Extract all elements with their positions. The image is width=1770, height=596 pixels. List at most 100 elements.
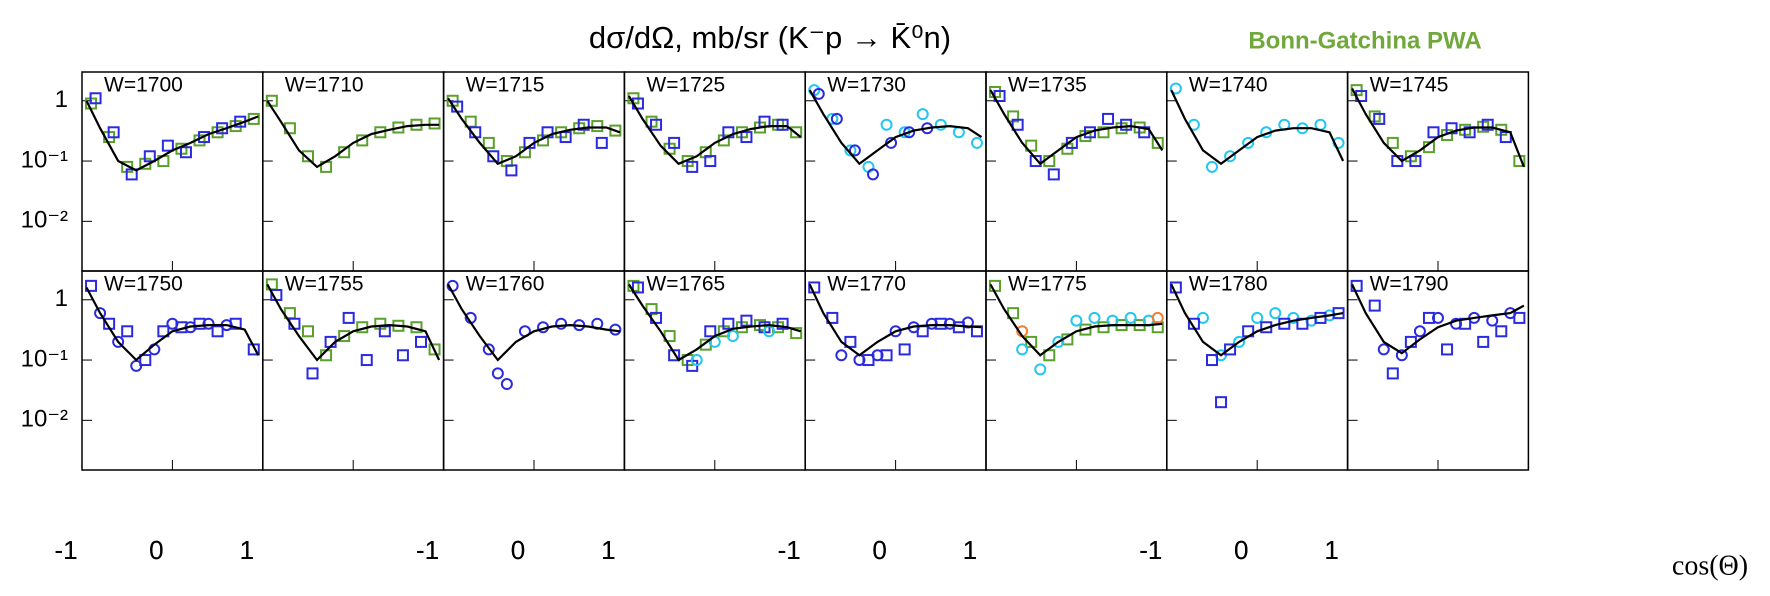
data-point	[668, 136, 681, 149]
x-tick-label: 1	[601, 535, 615, 565]
data-point	[306, 367, 319, 380]
data-point	[415, 335, 427, 348]
data-point	[1083, 126, 1096, 139]
data-point	[202, 317, 215, 330]
y-tick-label: 10⁻¹	[21, 146, 68, 173]
data-point	[143, 150, 156, 163]
data-point	[577, 118, 590, 131]
data-point	[1486, 314, 1499, 327]
data-point	[302, 150, 314, 163]
panel-title: W=1755	[285, 273, 364, 296]
model-curve	[808, 89, 983, 166]
model-curve	[266, 100, 440, 169]
data-point	[342, 311, 355, 324]
data-point	[139, 354, 152, 367]
data-point	[491, 367, 504, 380]
model-curve	[447, 97, 621, 166]
data-point	[500, 378, 513, 391]
data-point	[650, 118, 663, 131]
panel-title: W=1710	[285, 74, 364, 97]
data-point	[790, 327, 803, 340]
data-point	[338, 330, 351, 343]
data-point	[790, 126, 803, 139]
data-point	[1052, 335, 1065, 348]
data-point	[1088, 311, 1101, 324]
panel-title: W=1760	[466, 273, 545, 296]
data-point	[1481, 118, 1494, 131]
data-point	[1169, 82, 1182, 95]
data-point	[166, 317, 179, 330]
x-tick-label: 0	[1234, 535, 1248, 565]
data-point	[1224, 150, 1237, 163]
model-curve	[627, 283, 802, 362]
data-point	[1314, 118, 1327, 131]
data-point	[704, 325, 717, 338]
data-point	[740, 314, 753, 327]
data-point	[125, 168, 138, 181]
data-point	[1224, 343, 1237, 356]
x-tick-label: 1	[963, 535, 977, 565]
data-point	[726, 330, 739, 343]
data-point	[1495, 325, 1508, 338]
data-point	[1450, 317, 1463, 330]
x-tick-label: -1	[416, 535, 439, 565]
data-point	[1215, 396, 1228, 409]
data-point	[880, 118, 893, 131]
panel-title: W=1730	[827, 74, 906, 97]
data-point	[161, 139, 174, 152]
data-point	[740, 131, 753, 144]
data-point	[482, 136, 495, 149]
data-point	[952, 126, 965, 139]
x-tick-label: -1	[54, 535, 77, 565]
x-tick-label: 1	[1324, 535, 1338, 565]
data-point	[1513, 311, 1526, 324]
data-point	[668, 349, 681, 362]
data-point	[1097, 126, 1110, 139]
data-point	[179, 146, 192, 159]
data-point	[302, 325, 314, 338]
model-curve	[989, 283, 1163, 357]
data-point	[812, 87, 825, 100]
data-point	[1427, 126, 1440, 139]
y-tick-label: 10⁻¹	[21, 345, 68, 372]
x-axis-label: cos(Θ)	[1672, 550, 1748, 581]
panel-title: W=1750	[104, 273, 183, 296]
panel-title: W=1780	[1189, 273, 1268, 296]
data-point	[722, 317, 735, 330]
model-curve	[627, 95, 802, 166]
data-point	[1409, 155, 1422, 168]
data-point	[85, 279, 98, 292]
data-point	[1011, 118, 1024, 131]
data-point	[631, 281, 644, 294]
panel-frame	[1346, 71, 1530, 272]
data-point	[686, 160, 699, 173]
panel-frame	[804, 71, 987, 272]
panel-frame	[262, 71, 445, 272]
data-point	[1373, 112, 1386, 125]
panel-frame	[985, 71, 1168, 272]
x-tick-label: 1	[240, 535, 254, 565]
x-tick-label: 1	[240, 535, 254, 565]
data-point	[487, 150, 500, 163]
data-point	[889, 325, 902, 338]
model-curve	[808, 283, 982, 357]
model-curve	[85, 100, 259, 172]
x-tick-label: -1	[1139, 535, 1162, 565]
x-tick-label: 0	[1234, 535, 1248, 565]
data-point	[1413, 325, 1426, 338]
panel-title: W=1740	[1189, 74, 1268, 97]
model-curve	[1170, 283, 1344, 357]
panel-frame	[81, 71, 264, 272]
data-point	[1025, 139, 1038, 152]
data-point	[1386, 136, 1399, 149]
panel-frame	[81, 270, 264, 471]
data-point	[1332, 307, 1345, 320]
x-tick-label: 0	[149, 535, 163, 565]
data-point	[1043, 349, 1056, 362]
data-point	[482, 343, 495, 356]
data-point	[844, 144, 857, 157]
data-point	[934, 118, 947, 131]
x-tick-label: -1	[416, 535, 439, 565]
